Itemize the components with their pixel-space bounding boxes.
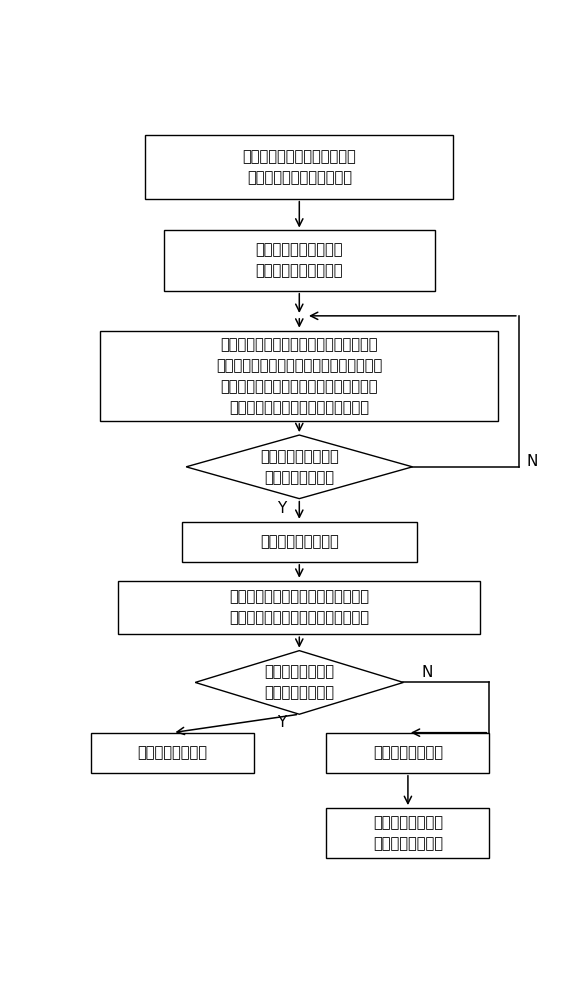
Text: 支撑点集对象数量满
足支撑点数量阈值: 支撑点集对象数量满 足支撑点数量阈值 [260,449,339,485]
Text: N: N [422,665,433,680]
Bar [91,733,254,773]
Bar [164,230,435,291]
Bar [326,733,489,773]
Text: 删除该边缘支撑点: 删除该边缘支撑点 [138,745,207,760]
Text: N: N [527,454,538,469]
Polygon shape [195,651,404,714]
Bar [118,581,480,634]
Bar [326,808,489,858]
Text: 边缘支撑点与密集
支撑点距离等于零: 边缘支撑点与密集 支撑点距离等于零 [265,664,334,700]
Polygon shape [186,435,412,499]
Text: 保留该边缘支撑点: 保留该边缘支撑点 [373,745,443,760]
Text: 完成边缘支撑点选取: 完成边缘支撑点选取 [260,534,339,549]
Text: 通过距离函数，计算边缘支撑点集中
各个边缘支撑点与密集支撑点的距离: 通过距离函数，计算边缘支撑点集中 各个边缘支撑点与密集支撑点的距离 [230,589,369,625]
Bar [145,135,453,199]
Bar [182,522,417,562]
Text: Y: Y [277,501,286,516]
Text: 在数据集中随机选取一
个对象作为第二基准点: 在数据集中随机选取一 个对象作为第二基准点 [256,243,343,279]
Text: 设置支撑点数量阈值，设置边
缘支撑点集并初始化为空集: 设置支撑点数量阈值，设置边 缘支撑点集并初始化为空集 [242,149,356,185]
Bar [100,331,498,421]
Text: Y: Y [277,715,286,730]
Text: 将第二基准点从边
缘支撑点集中删除: 将第二基准点从边 缘支撑点集中删除 [373,815,443,851]
Text: 计算数据集中除边缘支撑点集以外所有对
象与边缘支撑点集的距离，记为第四距离，
选取第四距离最大的对象作为下一个边缘
支撑点并将其添加到边缘支撑点集中: 计算数据集中除边缘支撑点集以外所有对 象与边缘支撑点集的距离，记为第四距离， 选… [216,337,383,415]
